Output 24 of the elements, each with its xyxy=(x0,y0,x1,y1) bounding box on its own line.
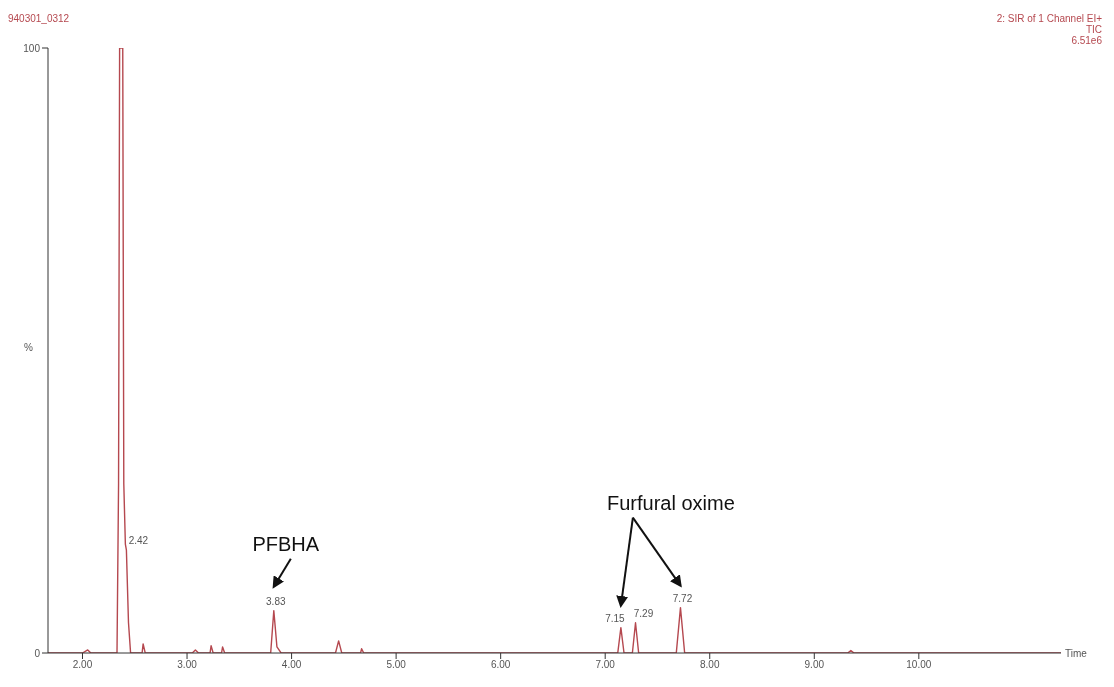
x-tick-label: 7.00 xyxy=(595,659,616,671)
x-tick-label: 2.00 xyxy=(72,659,93,671)
x-tick-label: 4.00 xyxy=(281,659,302,671)
y-tick-label: 100 xyxy=(23,42,41,54)
annotation: 7.15 xyxy=(605,612,626,624)
annotation: 7.29 xyxy=(633,607,654,619)
text: TIC xyxy=(1085,24,1102,35)
chart-title: 940301_0312 xyxy=(8,13,70,24)
annotation: PFBHA xyxy=(252,532,320,555)
x-tick-label: 10.00 xyxy=(906,659,932,671)
x-tick-label: 5.00 xyxy=(386,659,407,671)
x-tick-label: 9.00 xyxy=(804,659,825,671)
annotation: 7.72 xyxy=(672,592,693,604)
annotation: 3.83 xyxy=(266,595,286,607)
text: 2: SIR of 1 Channel EI+ xyxy=(996,13,1103,24)
x-tick-label: 6.00 xyxy=(490,659,511,671)
text: 6.51e6 xyxy=(1071,35,1103,46)
y-axis-title: % xyxy=(24,341,33,353)
annotation: 2.42 xyxy=(128,535,149,547)
annotation: Furfural oxime xyxy=(606,491,735,514)
x-tick-label: 3.00 xyxy=(177,659,198,671)
x-axis-title: Time xyxy=(1065,648,1088,659)
x-tick-label: 8.00 xyxy=(700,659,720,671)
y-tick-label: 0 xyxy=(34,647,41,659)
